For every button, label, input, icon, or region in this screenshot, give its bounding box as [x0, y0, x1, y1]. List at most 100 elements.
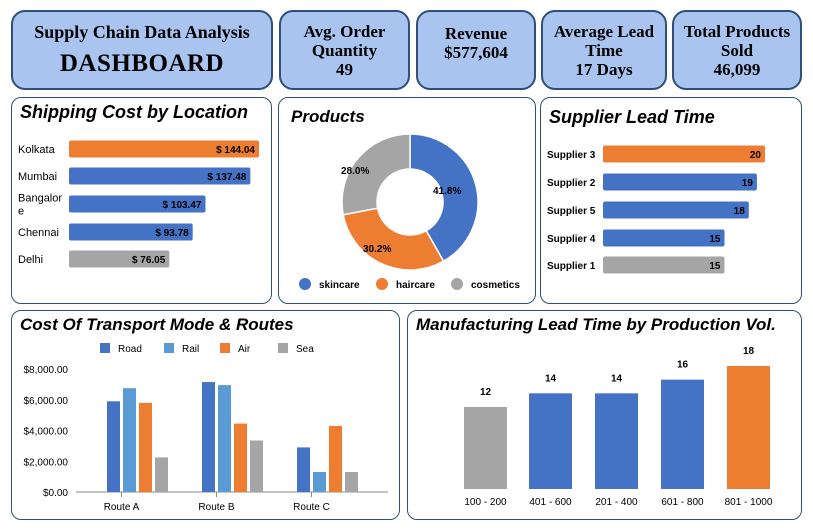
shipping-cost-title: Shipping Cost by Location — [20, 102, 248, 122]
supplier-category-label: Supplier 5 — [547, 206, 596, 217]
manufacturing-bar-label: 18 — [743, 346, 755, 357]
shipping-bar — [69, 140, 259, 158]
donut-data-label: 30.2% — [363, 244, 391, 255]
donut-slice-skincare — [409, 133, 479, 263]
transport-bar-sea — [155, 457, 168, 492]
supplier-bar-label: 15 — [709, 234, 721, 245]
kpi-value: $577,604 — [444, 43, 508, 62]
shipping-bar-label: $ 93.78 — [155, 228, 189, 239]
manufacturing-bar — [727, 366, 770, 489]
transport-bar-rail — [313, 472, 326, 492]
x-category-label: 100 - 200 — [464, 497, 507, 508]
donut-data-label: 28.0% — [341, 166, 369, 177]
shipping-category-label: Chennai — [18, 227, 59, 239]
supplier-bar-label: 18 — [734, 206, 746, 217]
manufacturing-bar-label: 14 — [611, 373, 623, 384]
shipping-cost-chart: $ 144.04 Kolkata $ 137.48 Mumbai $ 103.47 Ban… — [18, 140, 259, 268]
transport-bar-road — [202, 382, 215, 492]
y-tick-label: $2,000.00 — [24, 457, 69, 468]
supplier-bar — [603, 256, 725, 274]
supplier-bar — [603, 173, 757, 191]
legend-label: Sea — [296, 344, 314, 355]
supplier-bar-label: 15 — [709, 261, 721, 272]
dashboard-subtitle: Supply Chain Data Analysis — [34, 22, 250, 42]
legend-marker — [451, 278, 463, 290]
transport-cost-title: Cost Of Transport Mode & Routes — [20, 315, 294, 334]
legend-label: Road — [118, 344, 142, 355]
supplier-category-label: Supplier 4 — [547, 234, 596, 245]
kpi-value: 49 — [336, 59, 353, 79]
supplier-bar-label: 20 — [750, 150, 762, 161]
shipping-category-label: Bangalor — [18, 193, 62, 205]
legend-label: Air — [238, 344, 251, 355]
legend-label: cosmetics — [471, 280, 520, 291]
kpi-total-products-sold: Total Products Sold 46,099 — [672, 10, 802, 90]
manufacturing-bar — [661, 379, 704, 489]
transport-bar-sea — [250, 440, 263, 492]
kpi-avg-order-quantity: Avg. Order Quantity 49 — [279, 10, 410, 90]
dashboard-title: DASHBOARD — [59, 50, 225, 77]
legend-marker — [100, 343, 110, 353]
legend-marker — [299, 278, 311, 290]
products-title: Products — [291, 107, 365, 126]
transport-bar-rail — [218, 385, 231, 492]
y-tick-label: $0.00 — [43, 488, 68, 499]
supplier-lead-time-title: Supplier Lead Time — [549, 107, 715, 127]
x-category-label: 801 - 1000 — [725, 497, 773, 508]
kpi-label: Avg. Order — [303, 21, 386, 41]
transport-cost-chart: $0.00 $2,000.00 $4,000.00 $6,000.00 $8,000.0… — [24, 343, 388, 513]
kpi-label: Time — [585, 40, 623, 60]
donut-data-label: 41.8% — [433, 186, 461, 197]
transport-bar-air — [329, 425, 342, 492]
kpi-label: Total Products — [683, 21, 791, 41]
donut-slice-haircare — [342, 207, 445, 271]
kpi-label: Revenue — [444, 24, 508, 43]
kpi-value: 46,099 — [713, 59, 761, 79]
manufacturing-bar-label: 12 — [480, 387, 492, 398]
supplier-bar — [603, 145, 765, 163]
legend-marker — [164, 343, 174, 353]
legend-marker — [220, 343, 230, 353]
supplier-category-label: Supplier 1 — [547, 261, 596, 272]
manufacturing-title: Manufacturing Lead Time by Production Vo… — [416, 315, 776, 334]
x-category-label: 601 - 800 — [661, 497, 704, 508]
kpi-revenue: Revenue $577,604 — [416, 10, 536, 90]
legend-marker — [376, 278, 388, 290]
shipping-bar — [69, 223, 193, 241]
donut-slice-cosmetics — [341, 133, 411, 216]
shipping-category-label: Mumbai — [18, 171, 57, 183]
supplier-bar — [603, 229, 725, 247]
manufacturing-bar — [464, 407, 507, 489]
transport-bar-air — [139, 402, 152, 492]
shipping-bar-label: $ 144.04 — [216, 145, 255, 156]
legend-marker — [278, 343, 288, 353]
transport-bar-road — [107, 401, 120, 492]
x-category-label: 401 - 600 — [529, 497, 572, 508]
legend-label: Rail — [182, 344, 199, 355]
y-tick-label: $6,000.00 — [24, 396, 69, 407]
manufacturing-bar-label: 14 — [545, 373, 557, 384]
shipping-bar-label: $ 137.48 — [207, 172, 246, 183]
kpi-label: Quantity — [311, 40, 378, 60]
products-panel: Products 41.8% 30.2% 28.0% skincare haircare… — [278, 97, 536, 304]
kpi-value: 17 Days — [575, 59, 633, 79]
x-category-label: Route B — [198, 502, 234, 513]
manufacturing-bar-label: 16 — [677, 360, 689, 371]
shipping-cost-panel: Shipping Cost by Location $ 144.04 Kolkat… — [11, 97, 272, 304]
legend-label: haircare — [396, 280, 435, 291]
kpi-label: Average Lead — [553, 21, 655, 41]
shipping-bar-label: $ 76.05 — [132, 255, 166, 266]
manufacturing-bar — [595, 393, 638, 489]
supplier-bar — [603, 201, 749, 219]
dashboard-title-box: Supply Chain Data Analysis DASHBOARD — [11, 10, 273, 90]
shipping-bar — [69, 167, 251, 185]
y-tick-label: $4,000.00 — [24, 427, 69, 438]
legend-label: skincare — [319, 280, 360, 291]
supplier-bar-label: 19 — [742, 178, 754, 189]
transport-bar-air — [234, 423, 247, 492]
shipping-bar — [69, 195, 206, 213]
supplier-lead-time-panel: Supplier Lead Time 20 Supplier 3 19 Supplie… — [540, 97, 802, 304]
kpi-average-lead-time: Average Lead Time 17 Days — [541, 10, 667, 90]
shipping-bar-label: $ 103.47 — [163, 200, 202, 211]
supplier-lead-time-chart: 20 Supplier 3 19 Supplier 2 18 Supplier 5 15 Su… — [547, 145, 765, 274]
